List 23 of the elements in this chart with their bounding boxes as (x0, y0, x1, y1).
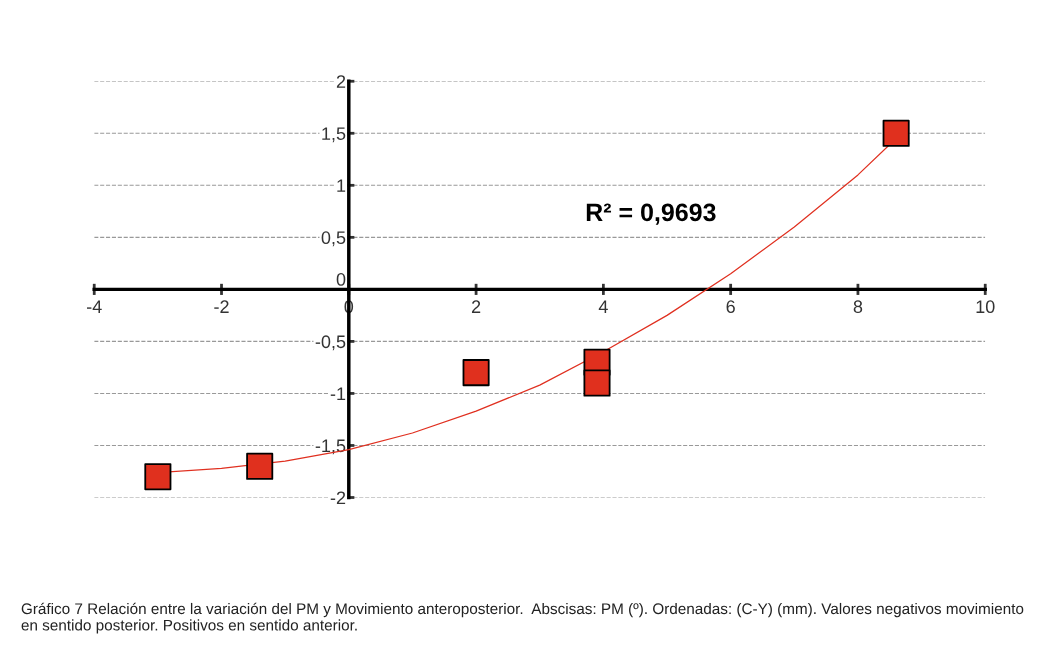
y-tick-label: 2 (336, 75, 346, 88)
y-tick-label: 0 (336, 273, 346, 286)
y-tick-label: -0,5 (315, 335, 346, 351)
point (144, 463, 172, 491)
point (583, 369, 611, 397)
x-tick-label: -2 (214, 300, 229, 313)
y-tick-label: 0,5 (321, 231, 346, 247)
point (246, 452, 274, 480)
y-tick-label: 1,5 (322, 127, 346, 143)
y-tick-label: -1,5 (315, 439, 346, 455)
x-tick-label: 10 (976, 300, 995, 314)
x-tick-label: -4 (87, 300, 102, 313)
text: Gráfico 7 Relación entre la variación del PM y Movimiento anteroposterior. Abscisas: PM (º). Ordenadas: (C-Y) (mm). Valores negativos movimiento en sentido posterior. Positivos en sentido anterior. (21, 602, 1024, 634)
y-tick-label: -1 (330, 387, 346, 400)
x-tick-label: 6 (726, 300, 735, 314)
point (882, 119, 910, 147)
x-tick-label: 8 (853, 300, 863, 314)
y-tick-label: -2 (330, 491, 346, 505)
point (462, 359, 490, 387)
x-tick-label: 4 (598, 300, 608, 313)
x-tick-label: 2 (471, 300, 481, 313)
annotation: R² = 0,9693 (586, 203, 716, 225)
y-tick-label: 1 (337, 179, 346, 192)
